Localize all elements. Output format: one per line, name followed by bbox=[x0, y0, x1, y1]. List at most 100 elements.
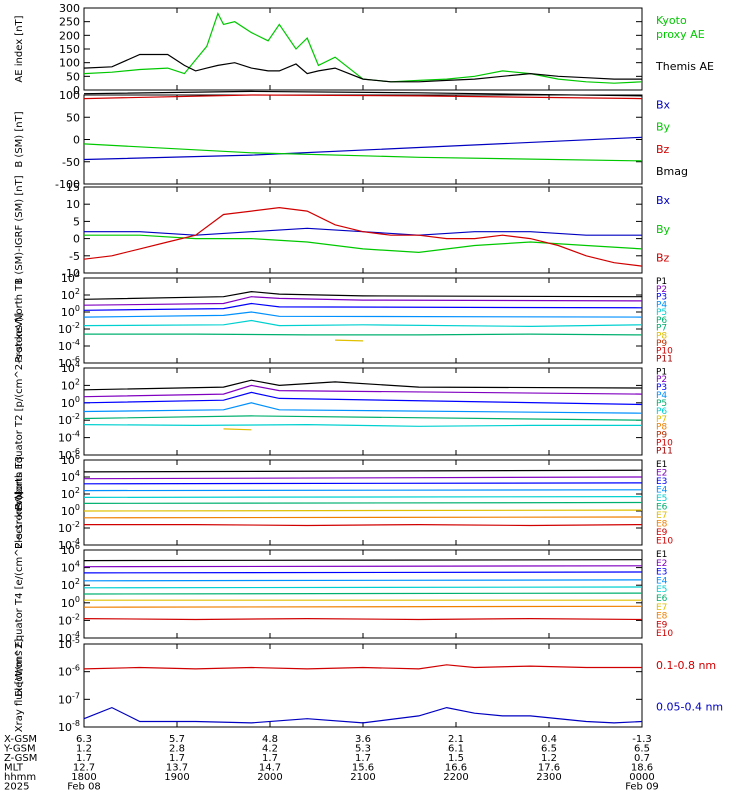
y-tick-label: 100 bbox=[59, 89, 80, 102]
footer-value: 1900 bbox=[164, 772, 189, 783]
series-line-e6 bbox=[83, 501, 643, 504]
y-axis-label: Protons North T1 bbox=[14, 278, 25, 362]
footer-value: 2.8 bbox=[169, 744, 185, 755]
series-line-bz bbox=[83, 94, 643, 100]
legend-entry: P1 bbox=[656, 277, 667, 287]
legend-entry: P7 bbox=[656, 324, 667, 334]
y-tick-label: 100 bbox=[59, 57, 80, 70]
y-tick-label: 104 bbox=[61, 469, 80, 484]
legend-entry: E9 bbox=[656, 620, 668, 630]
legend-entry: P4 bbox=[656, 300, 667, 310]
footer-value: 2000 bbox=[257, 772, 282, 783]
y-tick-exponent: 6 bbox=[75, 452, 80, 461]
footer-row-label: MLT bbox=[4, 763, 24, 774]
y-tick-exponent: 0 bbox=[75, 395, 80, 404]
y-tick-label: 10-5 bbox=[58, 636, 80, 651]
footer-value: 3.6 bbox=[355, 734, 371, 745]
legend-entry: P8 bbox=[656, 331, 667, 341]
legend-entry: P5 bbox=[656, 308, 667, 318]
legend-entry: E4 bbox=[656, 485, 668, 495]
legend-entry: P1 bbox=[656, 367, 667, 377]
panel-frame bbox=[83, 186, 643, 274]
y-tick-label: -10 bbox=[62, 267, 80, 280]
y-tick-label: 102 bbox=[61, 287, 80, 302]
y-tick-label: 0 bbox=[73, 84, 80, 97]
y-tick-exponent: 4 bbox=[75, 270, 80, 279]
footer-value: 12.7 bbox=[73, 763, 95, 774]
y-tick-label: 0 bbox=[73, 134, 80, 147]
y-tick-label: 50 bbox=[66, 111, 80, 124]
footer-value: 4.2 bbox=[262, 744, 278, 755]
footer-value: 1.7 bbox=[355, 753, 371, 764]
legend-entry: P10 bbox=[656, 439, 673, 449]
legend-entry: E1 bbox=[656, 550, 667, 560]
footer-value: 2200 bbox=[443, 772, 468, 783]
y-tick-exponent: -4 bbox=[72, 338, 80, 347]
y-tick-label: 5 bbox=[73, 215, 80, 228]
series-line-p4 bbox=[83, 402, 643, 414]
y-tick-exponent: 2 bbox=[75, 377, 80, 386]
footer-date-end: Feb 09 bbox=[625, 782, 659, 793]
footer-value: 1.5 bbox=[448, 753, 464, 764]
y-tick-exponent: 6 bbox=[75, 542, 80, 551]
series-line-e9 bbox=[83, 617, 643, 621]
y-tick-label: 50 bbox=[66, 70, 80, 83]
legend-entry: proxy AE bbox=[656, 28, 705, 41]
y-tick-label: 106 bbox=[61, 542, 80, 557]
y-tick-label: 100 bbox=[61, 395, 80, 410]
y-tick-label: 10-2 bbox=[58, 520, 80, 535]
series-line-p6 bbox=[83, 423, 642, 427]
legend-entry: P3 bbox=[656, 383, 667, 393]
legend-entry: P9 bbox=[656, 339, 667, 349]
panel-bdiff: -10 -5 0 5 10 15 B (SM)-IGRF (SM) [nT] Bx By Bz bbox=[14, 175, 671, 284]
series-line-0-05-0-4-nm bbox=[83, 706, 643, 724]
y-tick-label: 104 bbox=[61, 270, 80, 285]
panel-frame bbox=[83, 7, 643, 91]
y-tick-label: 10-2 bbox=[58, 412, 80, 427]
y-tick-exponent: 0 bbox=[75, 595, 80, 604]
series-line-p3 bbox=[83, 302, 643, 311]
y-tick-exponent: -2 bbox=[72, 612, 80, 621]
footer-value: 1.2 bbox=[541, 753, 557, 764]
legend-entry: P2 bbox=[656, 285, 667, 295]
y-tick-label: 200 bbox=[59, 29, 80, 42]
axis-footer: X-GSM 6.3 5.7 4.8 3.6 2.1 0.4 -1.3 Y-GSM 1.2 2.8 4.… bbox=[3, 734, 659, 793]
y-tick-label: 104 bbox=[61, 360, 80, 375]
series-line-p3 bbox=[83, 391, 643, 406]
legend-entry: Bx bbox=[656, 194, 671, 207]
y-tick-label: 100 bbox=[61, 503, 80, 518]
series-line-p7 bbox=[84, 333, 643, 336]
legend-entry: E7 bbox=[656, 603, 667, 613]
legend-entry: P9 bbox=[656, 431, 667, 441]
y-tick-exponent: 4 bbox=[75, 360, 80, 369]
footer-row-label: Y-GSM bbox=[3, 744, 36, 755]
legend-entry: E3 bbox=[656, 568, 667, 578]
legend-entry: E6 bbox=[656, 594, 668, 604]
footer-value: 1.2 bbox=[76, 744, 92, 755]
y-tick-label: 102 bbox=[61, 486, 80, 501]
footer-value: 0.7 bbox=[634, 753, 650, 764]
footer-value: 0.4 bbox=[541, 734, 557, 745]
panel-frame bbox=[83, 367, 643, 456]
footer-value: 13.7 bbox=[166, 763, 188, 774]
legend-entry: E2 bbox=[656, 468, 667, 478]
legend-entry: P11 bbox=[656, 446, 673, 456]
footer-row-label: hhmm bbox=[4, 772, 36, 783]
y-tick-exponent: 2 bbox=[75, 486, 80, 495]
legend-entry: 0.05-0.4 nm bbox=[656, 700, 723, 713]
footer-value: 6.3 bbox=[76, 734, 92, 745]
series-line-e3 bbox=[83, 571, 643, 574]
legend-entry: E9 bbox=[656, 528, 668, 538]
series-line-p2 bbox=[83, 384, 643, 398]
legend-entry: E6 bbox=[656, 502, 668, 512]
legend-entry: 0.1-0.8 nm bbox=[656, 659, 716, 672]
legend-entry: P6 bbox=[656, 407, 667, 417]
y-axis-label: Protons Equator T2 [p/(cm^2-s-sr-keV)] bbox=[14, 313, 25, 510]
y-tick-label: 15 bbox=[66, 181, 80, 194]
legend-entry: Bx bbox=[656, 98, 671, 111]
y-tick-exponent: -5 bbox=[72, 636, 80, 645]
y-tick-exponent: -6 bbox=[72, 664, 80, 673]
